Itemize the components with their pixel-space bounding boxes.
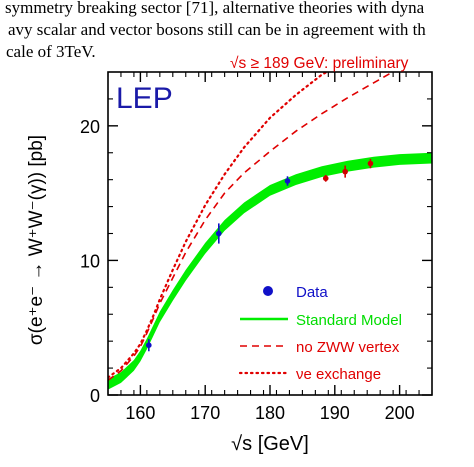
data-point-marker: [146, 342, 152, 349]
page-text-line-1: symmetry breaking sector [71], alternati…: [5, 0, 425, 17]
series-layer: [108, 72, 432, 390]
x-tick-label: 160: [125, 403, 155, 423]
data-point-marker: [367, 160, 374, 167]
data-point: [146, 339, 152, 352]
axis-ticks: 160 170 180 190 200 0 10 20: [80, 72, 433, 423]
legend: Data Standard Model no ZWW vertex νe exc…: [238, 284, 402, 383]
data-points-layer: [146, 158, 374, 352]
data-point-marker: [322, 175, 329, 182]
y-tick-label: 20: [80, 117, 100, 137]
y-tick-label: 0: [90, 386, 100, 406]
data-point: [342, 165, 348, 178]
lep-label: LEP: [116, 82, 173, 115]
data-point: [322, 174, 329, 182]
page-text-line-3: cale of 3TeV.: [6, 42, 96, 61]
data-point: [367, 158, 374, 169]
x-tick-label: 170: [190, 403, 220, 423]
standard-model-line: [108, 157, 432, 386]
y-axis-label: σ(e⁺e⁻ → W⁺W⁻(γ)) [pb]: [26, 135, 47, 345]
data-point: [284, 176, 291, 186]
x-tick-label: 190: [320, 403, 350, 423]
data-point: [216, 223, 222, 244]
legend-no-zww-label: no ZWW vertex: [296, 339, 400, 356]
y-tick-label: 10: [80, 251, 100, 271]
nu-exchange-line: [108, 72, 329, 379]
data-point-marker: [342, 168, 348, 175]
data-point-marker: [216, 230, 222, 237]
legend-nu-exchange-label: νe exchange: [296, 366, 381, 383]
legend-data-marker: [263, 286, 273, 296]
data-point-marker: [284, 178, 291, 184]
legend-data-label: Data: [296, 284, 328, 301]
legend-standard-model-label: Standard Model: [296, 312, 402, 329]
x-tick-label: 200: [385, 403, 415, 423]
x-axis-label: √s [GeV]: [231, 433, 309, 455]
x-tick-label: 180: [255, 403, 285, 423]
preliminary-annotation: √s ≥ 189 GeV: preliminary: [230, 55, 409, 72]
page-text-line-2: avy scalar and vector bosons still can b…: [8, 20, 426, 39]
